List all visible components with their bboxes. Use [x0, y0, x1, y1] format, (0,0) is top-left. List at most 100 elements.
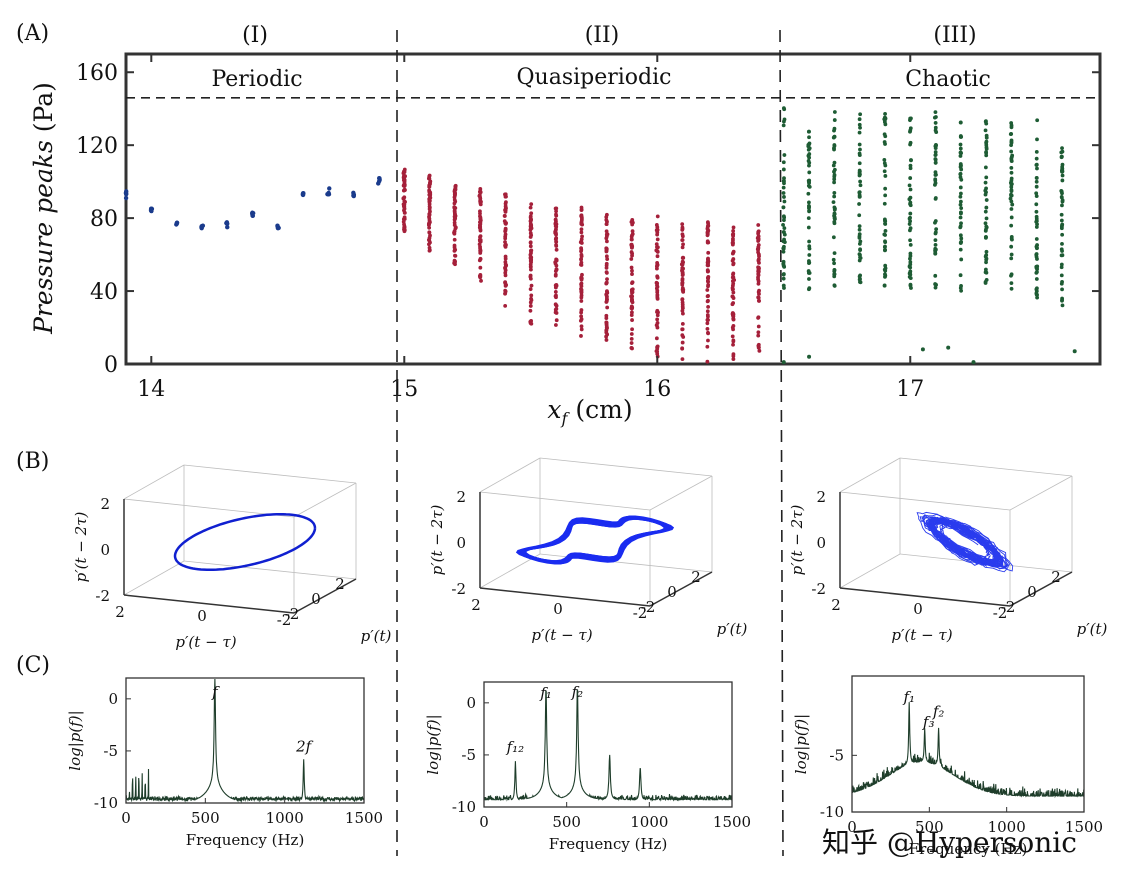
- data-point-quasiperiodic: [654, 242, 659, 247]
- data-point-chaotic: [1010, 202, 1015, 207]
- data-point-chaotic: [832, 147, 836, 152]
- data-point-quasiperiodic: [705, 359, 710, 364]
- data-point-chaotic: [958, 194, 963, 199]
- data-point-periodic: [351, 192, 356, 197]
- data-point-quasiperiodic: [706, 330, 710, 335]
- data-point-chaotic: [933, 248, 937, 253]
- data-point-chaotic: [958, 273, 963, 278]
- data-point-quasiperiodic: [604, 299, 609, 304]
- data-point-quasiperiodic: [427, 192, 432, 197]
- xlabel: Frequency (Hz): [186, 831, 305, 849]
- data-point-chaotic: [933, 285, 938, 290]
- data-point-quasiperiodic: [528, 304, 533, 308]
- data-point-quasiperiodic: [705, 220, 710, 225]
- tick-label: 0: [197, 607, 207, 625]
- data-point-quasiperiodic: [428, 180, 432, 185]
- data-point-chaotic: [831, 135, 836, 140]
- data-point-chaotic: [958, 191, 963, 196]
- tick-label: -2: [633, 604, 648, 622]
- data-point-chaotic: [883, 174, 888, 178]
- axis-line: [479, 587, 651, 607]
- data-point-chaotic: [908, 238, 912, 243]
- data-point-chaotic: [807, 135, 811, 140]
- tick-label: 0: [311, 590, 321, 608]
- data-point-quasiperiodic: [452, 220, 457, 225]
- data-point-periodic: [377, 177, 382, 183]
- data-point-quasiperiodic: [756, 295, 761, 300]
- data-point-chaotic: [882, 283, 887, 288]
- data-point-quasiperiodic: [554, 318, 559, 323]
- data-point-quasiperiodic: [680, 232, 685, 237]
- tick-label: 0: [456, 534, 466, 552]
- data-point-chaotic: [1009, 223, 1014, 228]
- data-point-quasiperiodic: [553, 229, 558, 234]
- axis-line: [1009, 571, 1073, 607]
- data-point-quasiperiodic: [706, 298, 710, 303]
- data-point-quasiperiodic: [503, 268, 508, 273]
- data-point-chaotic: [959, 236, 964, 241]
- data-point-quasiperiodic: [630, 310, 634, 315]
- tick-label: -2: [641, 598, 656, 616]
- tick-label: 2: [691, 568, 701, 586]
- y-tick-label: 0: [466, 694, 476, 712]
- data-point-chaotic: [984, 216, 989, 221]
- data-point-chaotic: [1035, 295, 1040, 300]
- data-point-quasiperiodic: [756, 324, 761, 329]
- data-point-quasiperiodic: [554, 323, 558, 327]
- data-point-quasiperiodic: [453, 253, 457, 258]
- data-point-quasiperiodic: [428, 196, 432, 200]
- limit-cycle: [173, 512, 317, 572]
- data-point-chaotic: [857, 117, 862, 122]
- data-point-quasiperiodic: [654, 336, 659, 341]
- data-point-chaotic: [983, 270, 988, 275]
- data-point-chaotic: [933, 238, 938, 243]
- x-tick-label: 0: [479, 813, 489, 831]
- data-point-chaotic: [832, 180, 836, 185]
- data-point-quasiperiodic: [604, 338, 609, 342]
- zlabel: p′(t): [361, 627, 392, 645]
- data-point-quasiperiodic: [528, 244, 533, 249]
- data-point-quasiperiodic: [529, 202, 534, 207]
- region-label-chaotic: Chaotic: [905, 67, 991, 92]
- data-point-quasiperiodic: [604, 232, 609, 237]
- y-tick-label: 80: [90, 207, 118, 232]
- data-point-chaotic: [1035, 118, 1040, 123]
- data-point-quasiperiodic: [605, 239, 609, 244]
- data-point-chaotic: [1035, 243, 1039, 247]
- data-point-chaotic: [858, 255, 862, 260]
- spectrum-line: [125, 678, 365, 804]
- data-point-quasiperiodic: [655, 250, 660, 254]
- ylabel: log|p(f)|: [792, 714, 810, 774]
- zlabel: p′(t): [1077, 620, 1108, 638]
- data-point-chaotic: [1009, 155, 1014, 160]
- data-point-quasiperiodic: [629, 345, 634, 350]
- data-point-quasiperiodic: [478, 220, 483, 225]
- data-point-quasiperiodic: [402, 199, 407, 204]
- data-point-chaotic: [1059, 273, 1064, 278]
- data-point-chaotic: [958, 225, 963, 230]
- spectrum-line: [483, 689, 732, 802]
- data-point-chaotic: [807, 246, 812, 251]
- data-point-chaotic: [934, 143, 938, 148]
- spectrum-line: [852, 702, 1085, 798]
- data-point-quasiperiodic: [528, 205, 533, 210]
- torus-trajectory: [516, 518, 674, 562]
- data-point-chaotic: [807, 204, 812, 209]
- data-point-chaotic: [857, 122, 862, 127]
- data-point-chaotic: [807, 146, 812, 151]
- data-point-chaotic: [958, 185, 963, 190]
- data-point-chaotic: [908, 226, 913, 231]
- data-point-quasiperiodic: [630, 253, 634, 258]
- data-point-chaotic: [807, 277, 811, 281]
- data-point-chaotic: [1009, 252, 1014, 257]
- data-point-chaotic: [781, 123, 786, 128]
- data-point-chaotic: [806, 158, 811, 163]
- data-point-quasiperiodic: [705, 226, 710, 231]
- data-point-chaotic: [958, 146, 963, 151]
- data-point-quasiperiodic: [680, 346, 685, 351]
- data-point-quasiperiodic: [730, 279, 735, 283]
- grid-line: [1009, 475, 1073, 511]
- data-point-chaotic: [807, 261, 811, 266]
- y-tick-label: 120: [76, 134, 118, 159]
- data-point-chaotic: [782, 176, 786, 181]
